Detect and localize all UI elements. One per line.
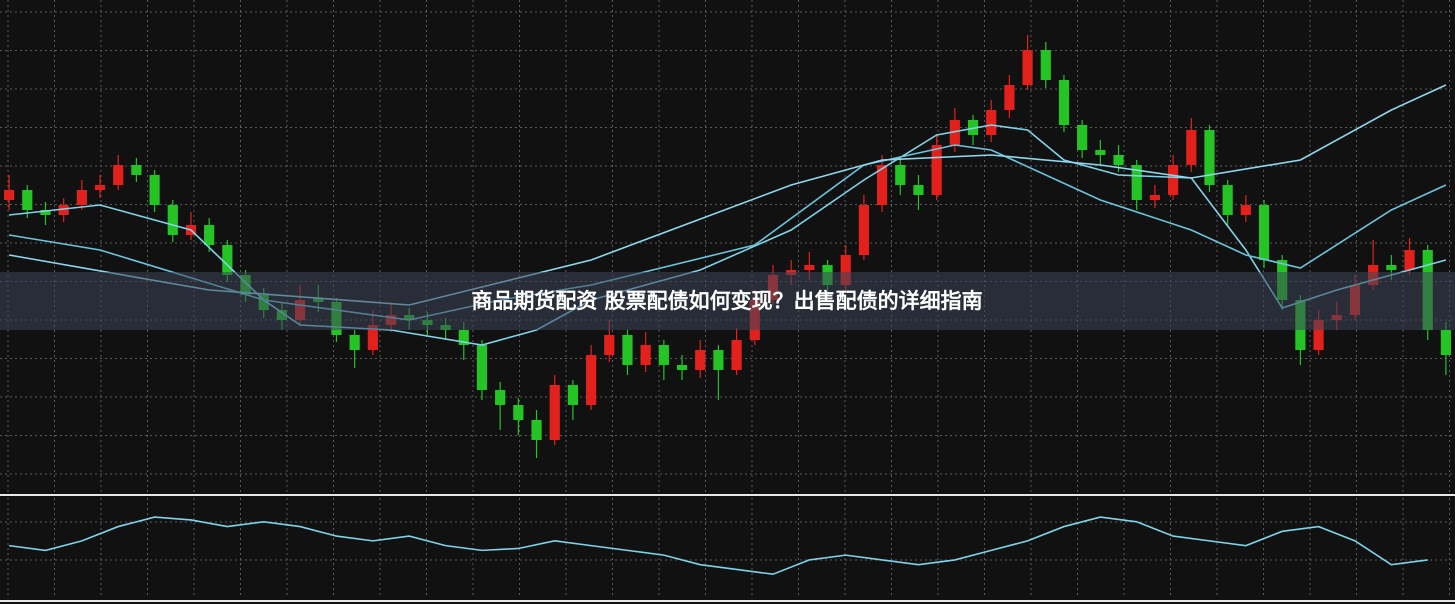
candle-body [1077,125,1088,150]
candle-body [22,190,33,210]
candle-body [1313,320,1324,350]
candle-body [40,210,51,215]
chart-title: 商品期货配资 股票配债如何变现？出售配债的详细指南 [471,289,982,313]
candle-body [640,345,651,365]
candle-body [1168,165,1179,195]
candle-body [1131,165,1142,200]
candle-body [986,110,997,135]
candle-body [204,225,215,245]
title-band [0,272,1455,330]
candle-body [1240,205,1251,215]
candle-body [1149,195,1160,200]
candle-body [804,265,815,270]
candle-body [1386,265,1397,270]
candle-body [94,185,106,190]
candle-body [1204,130,1215,185]
candle-body [658,345,669,365]
candle-body [4,190,15,200]
candle-body [513,405,524,420]
candle-body [131,165,142,175]
candle-body [1113,155,1124,165]
candle-body [895,165,906,185]
candle-body [113,165,124,185]
candle-body [840,255,851,285]
candle-body [1058,80,1070,125]
indicator-line [8,516,1428,576]
candle-body [931,145,942,195]
candle-body [58,205,69,215]
candle-body [531,420,542,440]
candle-body [1040,50,1051,80]
candle-body [167,205,178,235]
candle-body [622,335,633,365]
candle-body [349,335,360,350]
candle-body [913,185,924,195]
candle-body [676,365,688,370]
candle-body [949,120,960,145]
candle-body [549,385,560,440]
candle-body [476,345,488,390]
candle-body [367,325,378,350]
candle-body [222,245,233,275]
candle-body [76,190,87,205]
candle-body [695,350,706,370]
candle-body [858,205,869,255]
candle-body [1095,150,1106,155]
candle-body [149,175,160,205]
candle-body [495,390,506,405]
candle-body [586,355,597,405]
candle-body [877,165,888,205]
candle-body [1404,250,1415,270]
candle-body [1258,205,1270,260]
candle-body [1004,85,1015,110]
candle-body [731,340,742,370]
candle-body [1222,185,1233,215]
candle-body [458,330,469,345]
candle-body [1022,50,1033,85]
candle-body [604,335,615,355]
candle-body [713,350,724,370]
candle-body [967,120,979,135]
candle-body [567,385,578,405]
candle-body [1440,330,1451,355]
candle-body [1186,130,1197,165]
